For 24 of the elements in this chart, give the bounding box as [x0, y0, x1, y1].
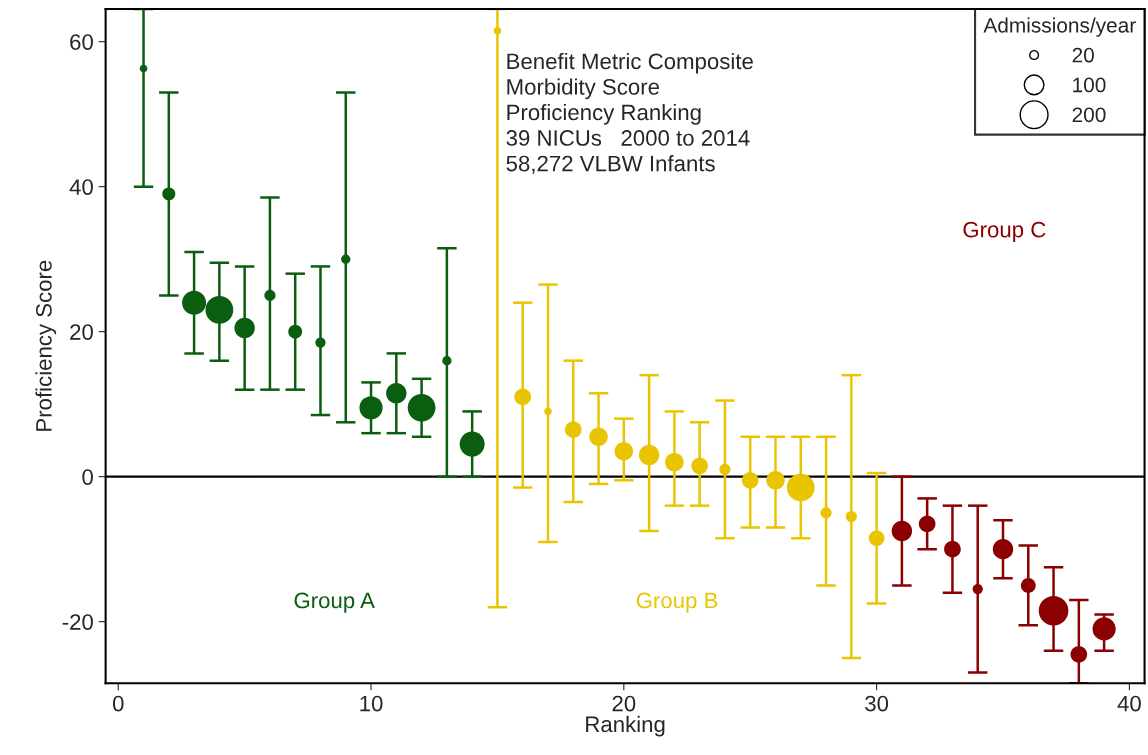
x-tick-label: 40 [1117, 695, 1141, 712]
annotation: Group C [963, 221, 1046, 242]
annotation: Proficiency Ranking [507, 103, 701, 125]
y-tick-label: -20 [62, 614, 93, 630]
x-axis-title: Ranking [586, 715, 665, 737]
legend-label: 20 [1072, 47, 1094, 63]
annotation: Group B [636, 592, 718, 613]
y-tick-label: 60 [70, 34, 93, 50]
annotation: Group A [294, 592, 375, 613]
x-tick-label: 30 [865, 695, 889, 712]
x-tick-label: 20 [612, 695, 636, 712]
legend-title: Admissions/year [983, 17, 1136, 37]
y-tick-label: 0 [82, 469, 93, 485]
y-tick-label: 40 [69, 179, 93, 195]
annotation: 39 NICUs 2000 to 2014 [506, 130, 750, 146]
annotation: Benefit Metric Composite [507, 52, 753, 74]
legend-label: 100 [1073, 77, 1106, 93]
y-tick-label: 20 [70, 324, 93, 340]
legend-label: 200 [1072, 107, 1106, 123]
x-tick-label: 0 [112, 695, 124, 712]
annotation: 58,272 VLBW Infants [506, 155, 715, 175]
x-tick-label: 10 [360, 695, 383, 712]
y-axis-title: Proficiency Score [35, 260, 57, 431]
annotation: Morbidity Score [507, 78, 659, 100]
